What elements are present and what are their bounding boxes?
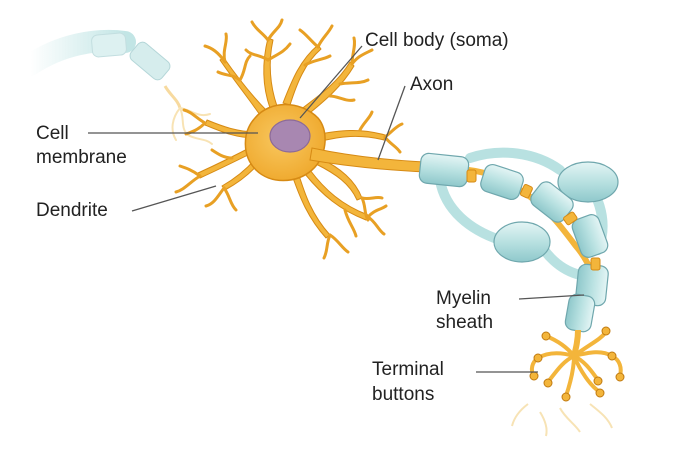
label-terminal-line2: buttons	[372, 384, 434, 405]
label-cell-membrane-line1: Cell	[36, 123, 69, 144]
label-cell-body: Cell body (soma)	[365, 30, 509, 51]
leader-dendrite	[131, 185, 217, 212]
upstream-axon	[19, 29, 213, 145]
nucleus	[269, 119, 311, 153]
leader-axon	[377, 85, 406, 161]
myelin-sheath-region	[418, 147, 619, 333]
dendrite-branches	[174, 18, 404, 260]
label-myelin-line1: Myelin	[436, 288, 491, 309]
label-dendrite: Dendrite	[36, 200, 108, 221]
leader-cell-body	[299, 45, 363, 119]
label-cell-membrane-line2: membrane	[36, 147, 127, 168]
leader-myelin	[518, 294, 585, 300]
label-axon: Axon	[410, 74, 453, 95]
label-terminal-line1: Terminal	[372, 359, 444, 380]
leader-lines	[88, 45, 585, 373]
label-myelin-line2: sheath	[436, 312, 493, 333]
axon-terminal	[511, 326, 625, 437]
